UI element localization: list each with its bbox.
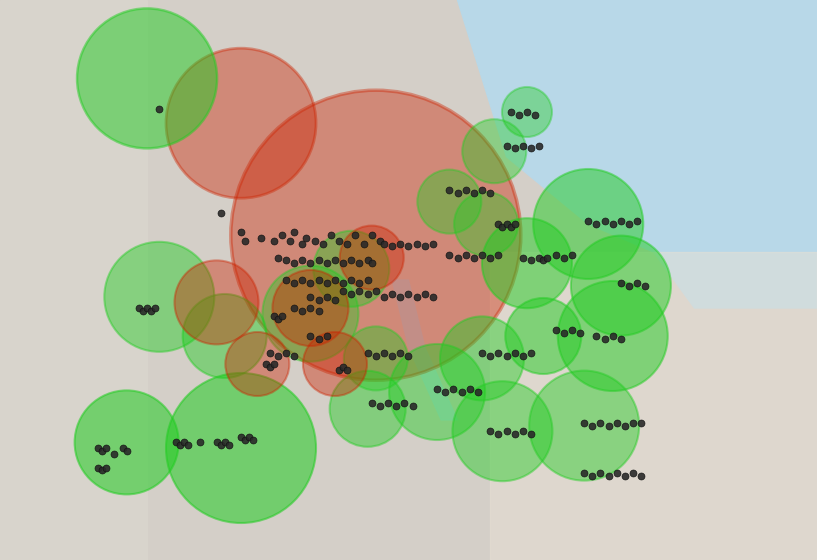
Circle shape [502,87,552,137]
Circle shape [340,226,404,290]
Circle shape [175,260,258,344]
Circle shape [571,236,671,335]
Polygon shape [458,0,817,308]
Circle shape [231,90,520,380]
Circle shape [105,242,214,352]
Circle shape [417,170,481,234]
Circle shape [558,281,667,391]
Circle shape [529,371,639,480]
Circle shape [303,332,367,396]
Circle shape [440,316,524,400]
Circle shape [482,218,572,308]
Circle shape [505,298,582,374]
Circle shape [344,326,408,390]
Polygon shape [392,280,458,420]
Circle shape [534,169,643,279]
Bar [0,0,147,560]
Circle shape [77,8,217,148]
Circle shape [462,119,526,183]
Circle shape [225,332,289,396]
Circle shape [262,265,359,362]
Circle shape [453,381,552,481]
Circle shape [454,192,518,256]
Circle shape [313,231,390,307]
Bar [490,252,817,560]
Circle shape [389,344,485,440]
Circle shape [74,390,179,494]
Circle shape [329,371,406,447]
Circle shape [166,373,316,523]
Circle shape [272,270,349,346]
Circle shape [166,48,316,198]
Circle shape [183,294,266,378]
